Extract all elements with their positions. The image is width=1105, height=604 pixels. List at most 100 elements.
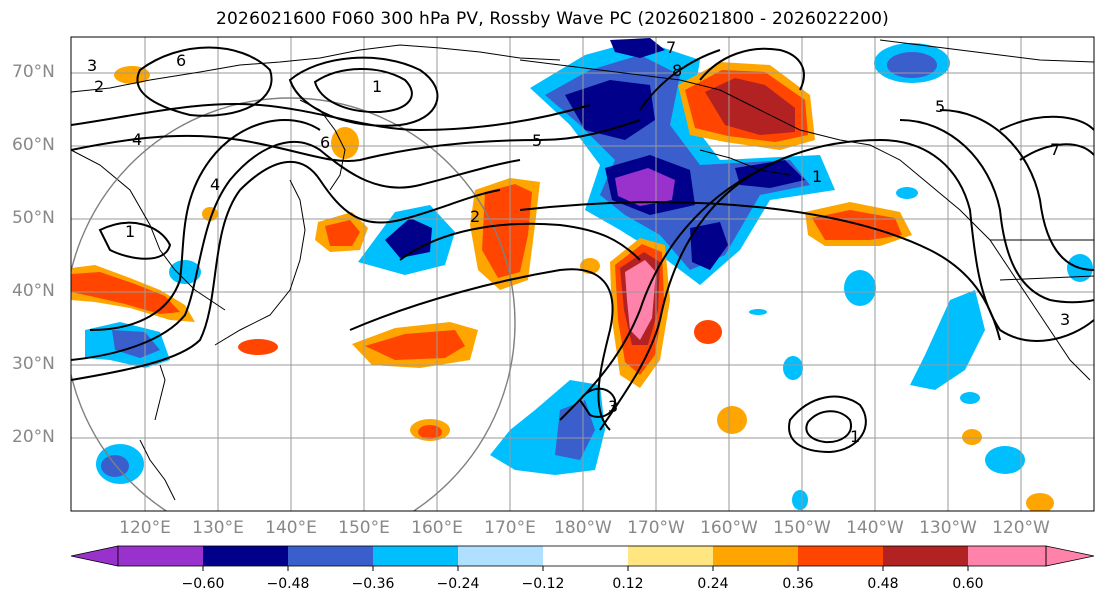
lon-label: 130°E [192, 518, 244, 538]
colorbar-tick-label: 0.48 [867, 576, 899, 592]
lon-label: 140°W [846, 518, 904, 538]
anomaly-positive [812, 210, 902, 240]
contour-label: 1 [812, 167, 822, 186]
colorbar-tick-label: −0.36 [351, 576, 395, 592]
lon-label: 140°E [265, 518, 317, 538]
anomaly-negative [960, 392, 980, 404]
lat-label: 50°N [12, 208, 55, 228]
colorbar-tick-label: −0.60 [181, 576, 225, 592]
lat-label: 60°N [12, 135, 55, 155]
lon-label: 180°W [554, 518, 612, 538]
anomaly-negative [615, 168, 675, 206]
contour-label: 7 [666, 38, 676, 57]
contour-label: 4 [210, 175, 220, 194]
colorbar-segment [968, 546, 1046, 566]
contour-label: 3 [608, 397, 618, 416]
anomaly-positive [418, 425, 442, 439]
lat-label: 40°N [12, 281, 55, 301]
colorbar-segment [713, 546, 798, 566]
colorbar-tick-label: 0.24 [697, 576, 729, 592]
colorbar-tick-label: 0.12 [612, 576, 644, 592]
anomaly-negative [887, 52, 937, 78]
lat-label: 20°N [12, 427, 55, 447]
lon-label: 150°W [773, 518, 831, 538]
lon-label: 170°W [627, 518, 685, 538]
lat-label: 30°N [12, 354, 55, 374]
colorbar-segment [288, 546, 373, 566]
colorbar-extend-low [70, 545, 119, 567]
colorbar-segment [883, 546, 968, 566]
contour-label: 1 [850, 427, 860, 446]
colorbar-segment [203, 546, 288, 566]
map-frame [70, 36, 1095, 512]
graticule [71, 37, 1094, 511]
anomaly-positive [694, 320, 722, 344]
map-field: 1 2 3 4 5 6 7 8 3 1 2 5 3 1 6 1 4 7 [71, 37, 1094, 511]
anomaly-negative [792, 490, 808, 510]
contour-label: 5 [532, 131, 542, 150]
great-circle [71, 97, 516, 511]
contour-label: 4 [132, 130, 142, 149]
colorbar-segment [373, 546, 458, 566]
anomaly-negative [844, 270, 876, 306]
lon-label: 150°E [338, 518, 390, 538]
anomaly-positive [717, 406, 747, 434]
colorbar-tick-label: −0.24 [436, 576, 480, 592]
pv-contours [71, 46, 1094, 454]
contour-label: 2 [470, 207, 480, 226]
lon-label: 120°W [992, 518, 1050, 538]
lon-label: 170°E [484, 518, 536, 538]
anomaly-positive [331, 127, 359, 159]
contour-label: 7 [1050, 140, 1060, 159]
colorbar-tick-label: −0.12 [521, 576, 565, 592]
anomaly-negative [690, 222, 728, 270]
contour-label: 2 [94, 77, 104, 96]
colorbar-tick-label: 0.60 [952, 576, 984, 592]
contour-label: 1 [125, 222, 135, 241]
great-circle-east [519, 201, 1001, 341]
contour-label: 6 [176, 51, 186, 70]
contour-label: 3 [87, 56, 97, 75]
colorbar-frame [117, 545, 1047, 567]
colorbar [70, 545, 1095, 571]
colorbar-tick-label: −0.48 [266, 576, 310, 592]
anomaly-negative [565, 80, 655, 140]
anomaly-positive [962, 429, 982, 445]
colorbar-segment [798, 546, 883, 566]
anomaly-positive [482, 184, 532, 278]
lon-label: 160°W [700, 518, 758, 538]
colorbar-ticks [202, 566, 969, 571]
lon-label: 130°W [919, 518, 977, 538]
anomaly-positive [238, 339, 278, 355]
chart-title: 2026021600 F060 300 hPa PV, Rossby Wave … [216, 9, 889, 29]
lon-label: 120°E [119, 518, 171, 538]
colorbar-segment [458, 546, 543, 566]
lat-label: 70°N [12, 62, 55, 82]
contour-label: 1 [372, 77, 382, 96]
anomaly-negative [783, 356, 803, 380]
contour-label: 8 [672, 61, 682, 80]
anomaly-positive [625, 260, 656, 340]
anomaly-negative [985, 446, 1025, 474]
anomaly-negative [101, 455, 129, 477]
contour-label: 6 [320, 133, 330, 152]
colorbar-segment [543, 546, 628, 566]
contour-label: 3 [1060, 310, 1070, 329]
lon-label: 160°E [411, 518, 463, 538]
anomaly-negative [749, 309, 767, 315]
anomaly-negative [169, 260, 201, 284]
anomaly-negative [610, 38, 665, 58]
anomaly-positive [71, 272, 180, 314]
colorbar-extend-high [1045, 545, 1095, 567]
colorbar-tick-label: 0.36 [782, 576, 814, 592]
colorbar-segment [628, 546, 713, 566]
anomaly-positive [365, 330, 465, 360]
contour-label: 5 [935, 97, 945, 116]
anomaly-positive [1026, 493, 1054, 511]
anomaly-negative [896, 187, 918, 199]
anomaly-positive [325, 220, 360, 246]
anomaly-positive [705, 78, 795, 135]
contour-labels: 1 2 3 4 5 6 7 8 3 1 2 5 3 1 6 1 4 7 [87, 38, 1070, 446]
colorbar-segment [118, 546, 203, 566]
